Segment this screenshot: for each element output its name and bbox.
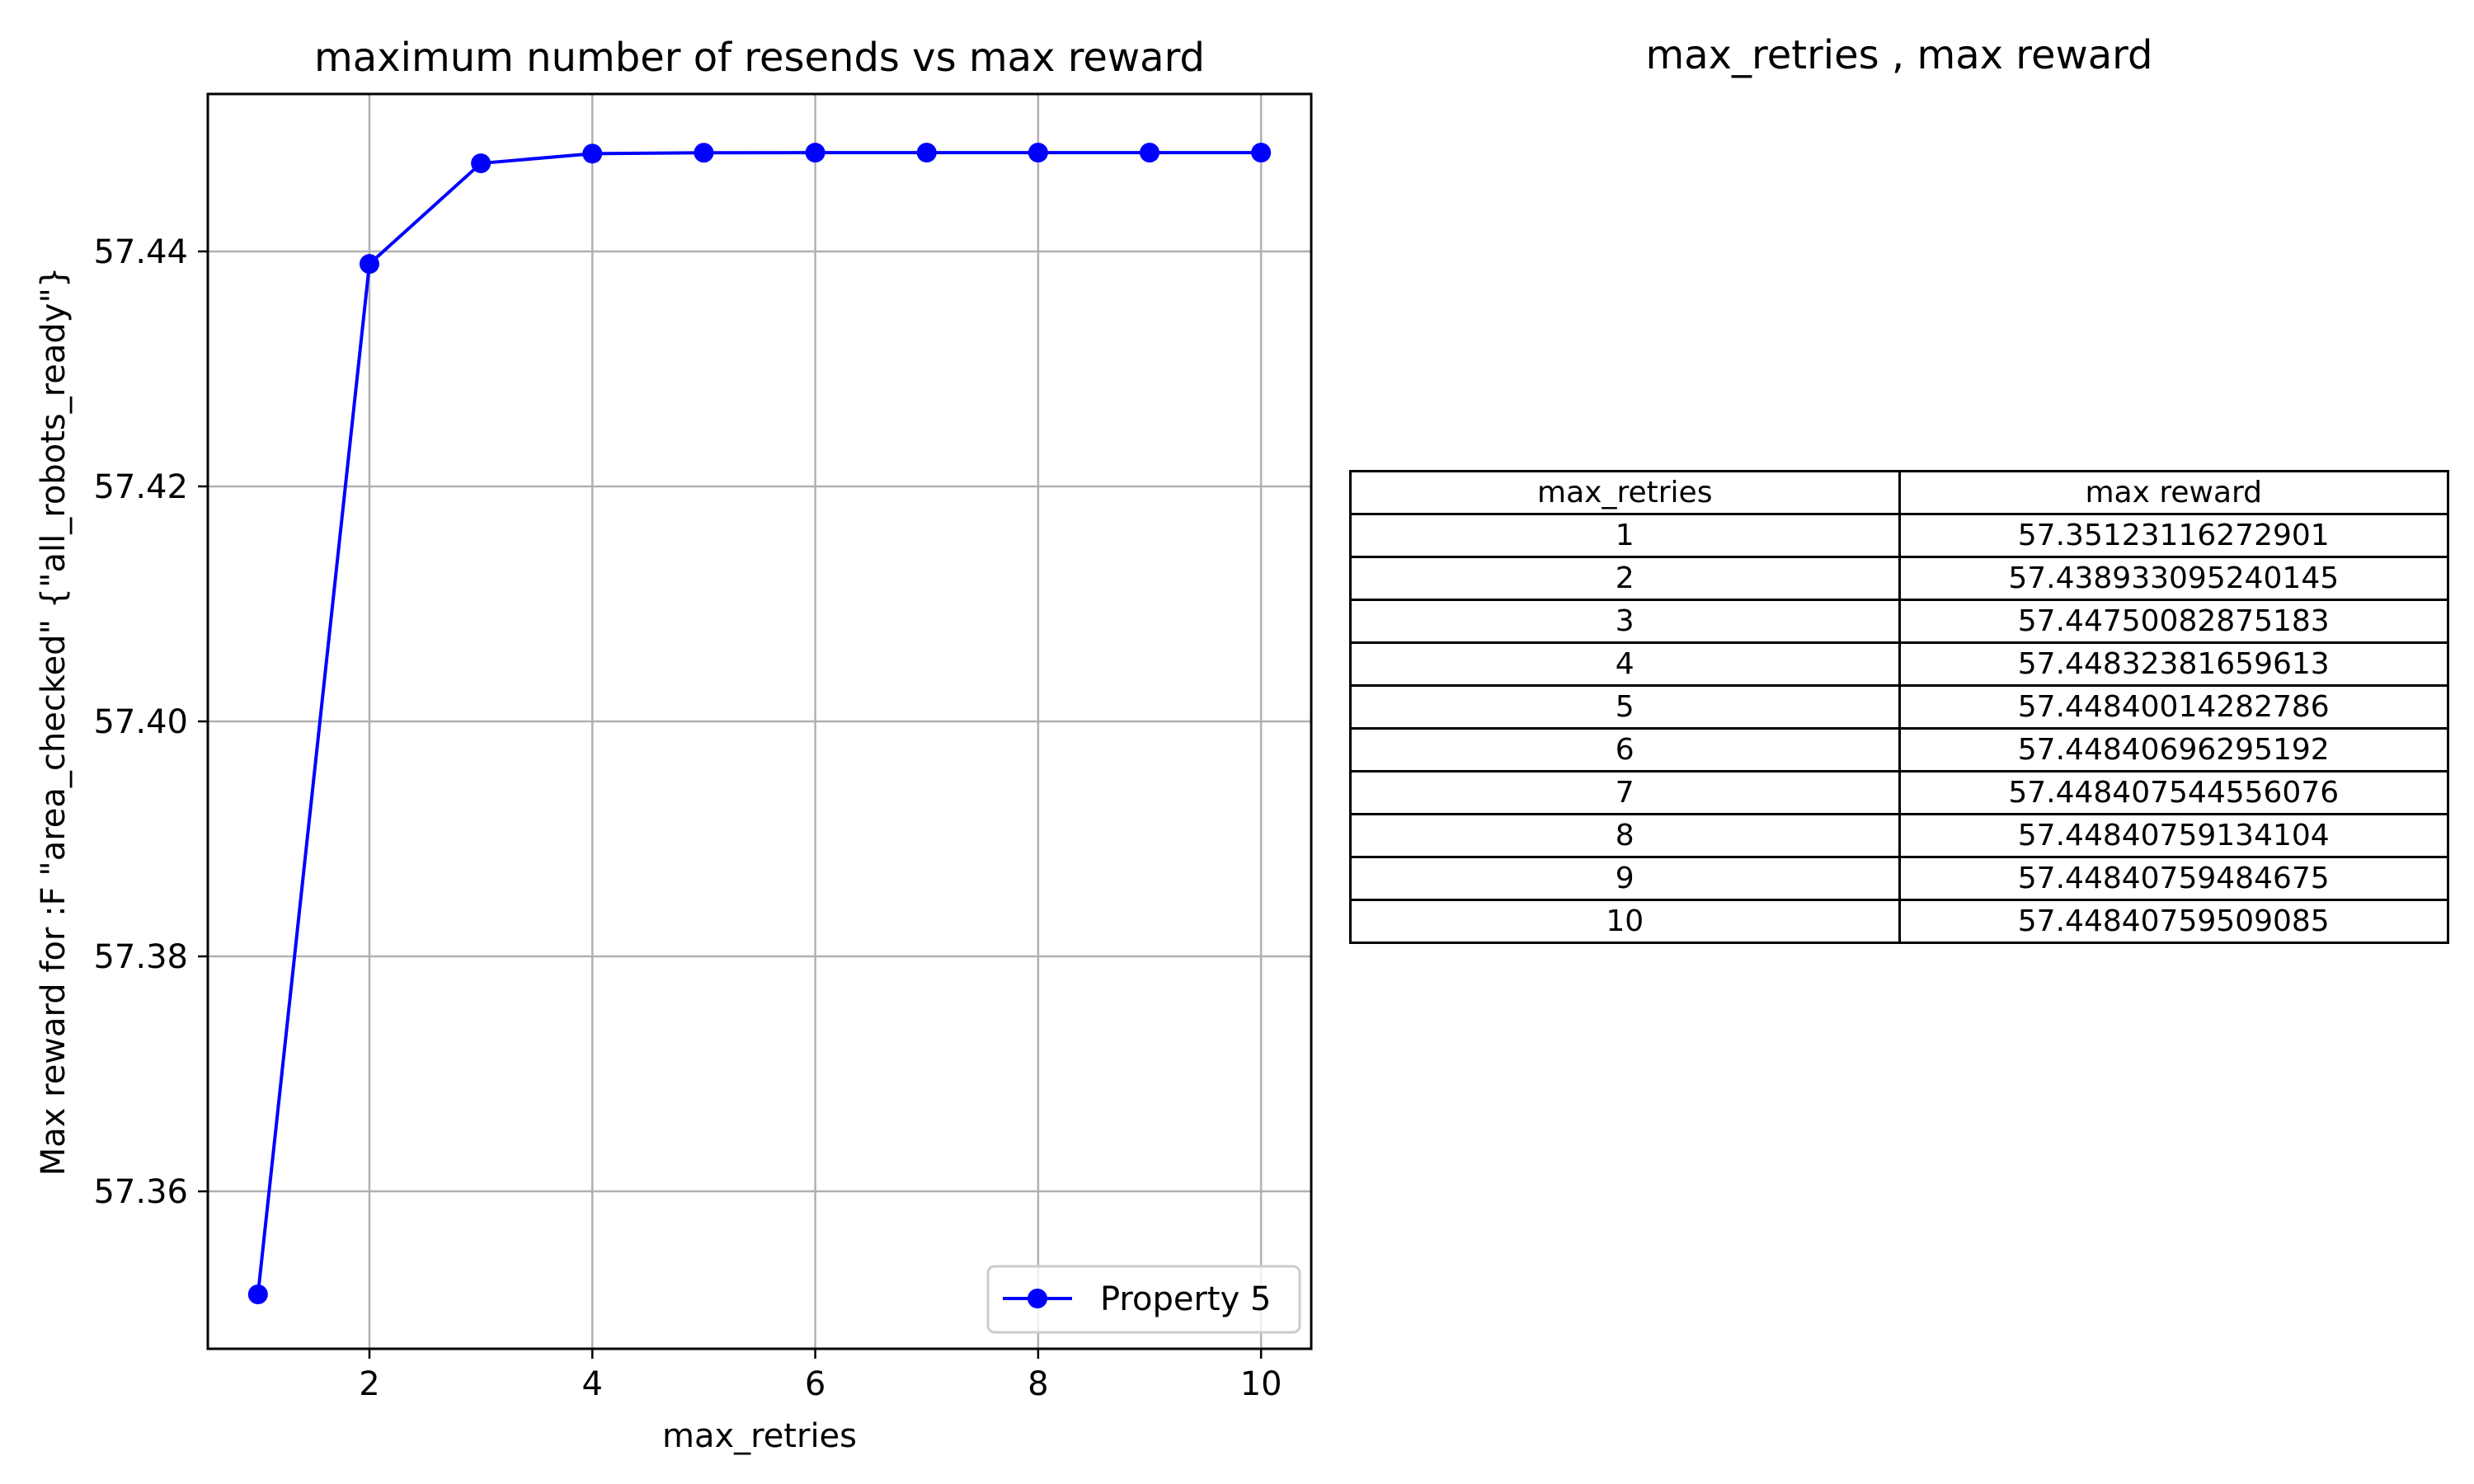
cell-max-retries: 1 [1349, 513, 1901, 558]
cell-max-reward: 57.44750082875183 [1898, 599, 2449, 644]
data-point [1251, 143, 1272, 163]
chart-title: maximum number of resends vs max reward [314, 35, 1205, 81]
grid-lines [208, 94, 1311, 1349]
y-axis-label: Max reward for :F "area_checked" {"all_r… [35, 267, 73, 1176]
legend-box [986, 1265, 1301, 1334]
data-point [359, 254, 379, 275]
cell-max-retries: 2 [1349, 556, 1901, 601]
legend-label: Property 5 [1100, 1280, 1271, 1318]
cell-max-retries: 9 [1349, 856, 1901, 901]
data-point [694, 143, 714, 163]
cell-max-retries: 5 [1349, 684, 1901, 730]
x-tick-label: 8 [1028, 1365, 1048, 1403]
cell-max-reward: 57.448407544556076 [1898, 770, 2449, 815]
cell-max-reward: 57.35123116272901 [1898, 513, 2449, 558]
axes: 2 4 6 8 10 57.36 57.38 57.40 57.42 57.44 [93, 233, 1282, 1403]
table-row: 8 57.44840759134104 [1349, 813, 2449, 858]
y-tick-label: 57.42 [93, 468, 188, 506]
x-tick-label: 2 [359, 1365, 379, 1403]
data-point [582, 143, 603, 164]
table-row: 1 57.35123116272901 [1349, 513, 2449, 558]
cell-max-reward: 57.44832381659613 [1898, 641, 2449, 687]
x-axis-label: max_retries [662, 1417, 857, 1455]
series-layer [247, 143, 1272, 1305]
cell-max-retries: 3 [1349, 599, 1901, 644]
table-row: 5 57.44840014282786 [1349, 684, 2449, 730]
cell-max-reward: 57.44840014282786 [1898, 684, 2449, 730]
table-header-row: max_retries max reward [1349, 470, 2449, 515]
table-row: 7 57.448407544556076 [1349, 770, 2449, 815]
x-tick-label: 4 [582, 1365, 603, 1403]
legend-marker-swatch [1028, 1289, 1047, 1308]
y-tick-label: 57.38 [93, 938, 188, 976]
x-tick-label: 10 [1240, 1365, 1282, 1403]
cell-max-reward: 57.44840759134104 [1898, 813, 2449, 858]
table-row: 4 57.44832381659613 [1349, 641, 2449, 687]
cell-max-retries: 6 [1349, 727, 1901, 773]
cell-max-reward: 57.44840759509085 [1898, 899, 2449, 944]
table-row: 2 57.438933095240145 [1349, 556, 2449, 601]
cell-max-reward: 57.44840759484675 [1898, 856, 2449, 901]
table-title: max_retries , max reward [1645, 32, 2153, 78]
series-line [256, 151, 1262, 1295]
data-point [471, 153, 492, 174]
data-table: max_retries max reward 1 57.3512311627290… [1349, 470, 2449, 944]
data-point [805, 143, 825, 163]
cell-max-retries: 7 [1349, 770, 1901, 815]
column-header: max_retries [1349, 470, 1901, 515]
data-point [1028, 143, 1048, 163]
plot-frame [206, 92, 1313, 1350]
cell-max-reward: 57.44840696295192 [1898, 727, 2449, 773]
y-tick-label: 57.44 [93, 233, 188, 271]
legend: Property 5 [986, 1265, 1301, 1334]
table-row: 6 57.44840696295192 [1349, 727, 2449, 773]
table-row: 3 57.44750082875183 [1349, 599, 2449, 644]
y-tick-label: 57.36 [93, 1173, 188, 1211]
data-point [247, 1284, 268, 1305]
cell-max-retries: 4 [1349, 641, 1901, 687]
column-header: max reward [1898, 470, 2449, 515]
x-tick-label: 6 [805, 1365, 825, 1403]
cell-max-retries: 8 [1349, 813, 1901, 858]
data-point [916, 143, 937, 163]
y-tick-label: 57.40 [93, 703, 188, 741]
cell-max-reward: 57.438933095240145 [1898, 556, 2449, 601]
table-row: 9 57.44840759484675 [1349, 856, 2449, 901]
cell-max-retries: 10 [1349, 899, 1901, 944]
table-row: 10 57.44840759509085 [1349, 899, 2449, 944]
data-point [1140, 143, 1160, 163]
